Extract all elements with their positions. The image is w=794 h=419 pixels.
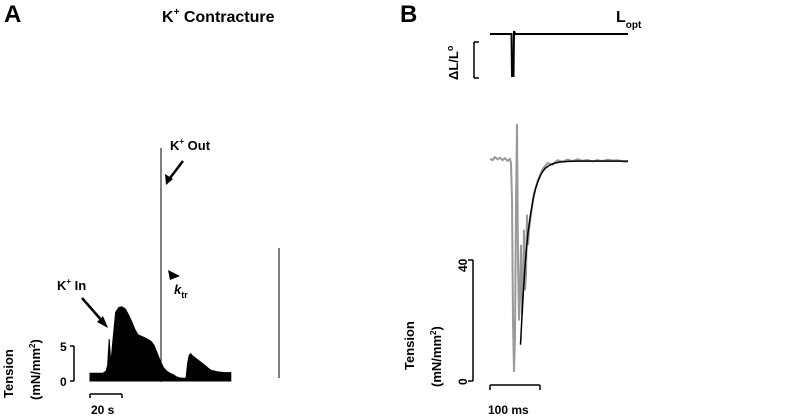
contracture-trace: [89, 306, 232, 382]
panel-a-ylabel-line1: Tension: [1, 349, 16, 398]
x-scale-label: 20 s: [91, 403, 115, 417]
k-in-label: K+ In: [57, 277, 86, 293]
y-scale-value: 5: [60, 340, 67, 354]
panel-b-chart: ΔL/Lo 40 0 Tension (mN/mm2) 100 ms: [402, 30, 628, 417]
length-step-trace: [490, 30, 628, 77]
k-in-arrow: [81, 297, 104, 323]
panel-b-top-label: Lopt: [616, 9, 642, 31]
k-out-label: K+ Out: [170, 137, 211, 153]
k-out-arrow: [169, 160, 184, 179]
panel-b-ylabel-line1: Tension: [402, 321, 417, 370]
panel-a-ylabel-line2: (mN/mm2): [28, 339, 43, 400]
y-tick-label-0: 0: [456, 378, 470, 385]
panel-b-x-scale-label: 100 ms: [488, 403, 529, 417]
y-tick-label-40: 40: [456, 258, 470, 272]
y-scale-zero: 0: [60, 375, 67, 389]
tension-data-trace: [489, 123, 628, 372]
panel-a-title: K+ Contracture: [162, 7, 275, 26]
ktr-arrowhead: [168, 270, 180, 280]
length-ylabel: ΔL/Lo: [445, 45, 461, 80]
panel-b-ylabel-line2: (mN/mm2): [429, 326, 444, 387]
panel-b-letter: B: [400, 1, 417, 28]
k-out-arrowhead: [165, 174, 173, 185]
panel-a-chart: K+ In K+ Out ktr 5 0 Tension (mN/mm2) 20…: [1, 137, 280, 417]
tension-fit-curve: [519, 160, 628, 345]
panel-a-letter: A: [4, 1, 21, 28]
k-in-arrowhead: [97, 316, 108, 328]
ktr-label: ktr: [174, 282, 188, 300]
